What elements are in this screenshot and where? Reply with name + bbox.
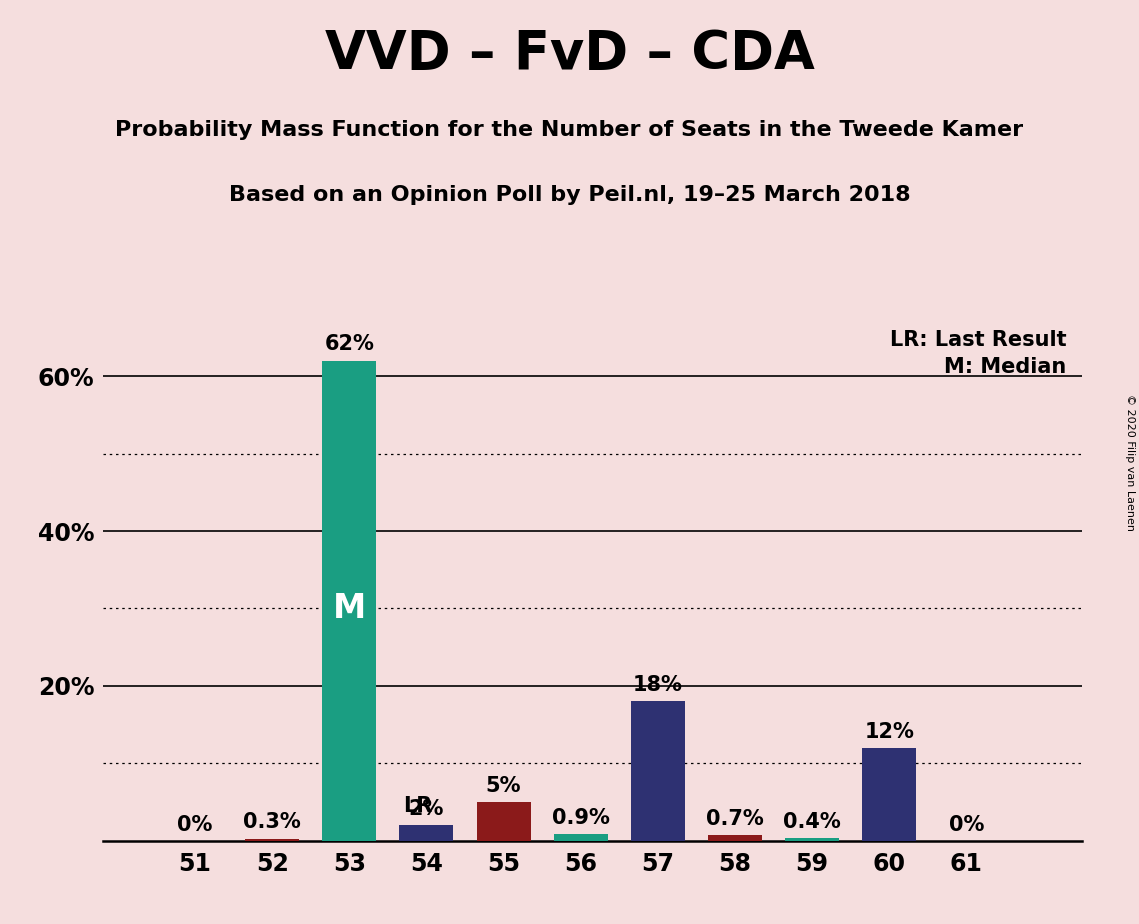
Text: 0%: 0% xyxy=(949,815,984,834)
Text: Based on an Opinion Poll by Peil.nl, 19–25 March 2018: Based on an Opinion Poll by Peil.nl, 19–… xyxy=(229,185,910,205)
Text: LR: LR xyxy=(403,796,433,816)
Text: 2%: 2% xyxy=(409,799,444,820)
Text: 0.9%: 0.9% xyxy=(551,808,609,828)
Text: VVD – FvD – CDA: VVD – FvD – CDA xyxy=(325,28,814,79)
Text: 12%: 12% xyxy=(865,722,915,742)
Text: Probability Mass Function for the Number of Seats in the Tweede Kamer: Probability Mass Function for the Number… xyxy=(115,120,1024,140)
Text: 5%: 5% xyxy=(486,776,522,796)
Bar xyxy=(400,825,453,841)
Bar xyxy=(476,802,531,841)
Text: 0.7%: 0.7% xyxy=(706,809,764,829)
Bar xyxy=(554,833,608,841)
Text: 0%: 0% xyxy=(178,815,213,834)
Bar xyxy=(322,360,376,841)
Text: LR: Last Result: LR: Last Result xyxy=(890,330,1066,349)
Text: 0.4%: 0.4% xyxy=(784,811,841,832)
Bar xyxy=(631,701,685,841)
Text: 62%: 62% xyxy=(325,334,375,355)
Text: 18%: 18% xyxy=(633,675,682,695)
Bar xyxy=(245,838,300,841)
Text: M: Median: M: Median xyxy=(944,357,1066,377)
Bar xyxy=(785,838,839,841)
Bar xyxy=(708,835,762,841)
Text: 0.3%: 0.3% xyxy=(244,812,301,833)
Bar xyxy=(862,748,916,841)
Text: © 2020 Filip van Laenen: © 2020 Filip van Laenen xyxy=(1125,394,1134,530)
Text: M: M xyxy=(333,592,366,625)
